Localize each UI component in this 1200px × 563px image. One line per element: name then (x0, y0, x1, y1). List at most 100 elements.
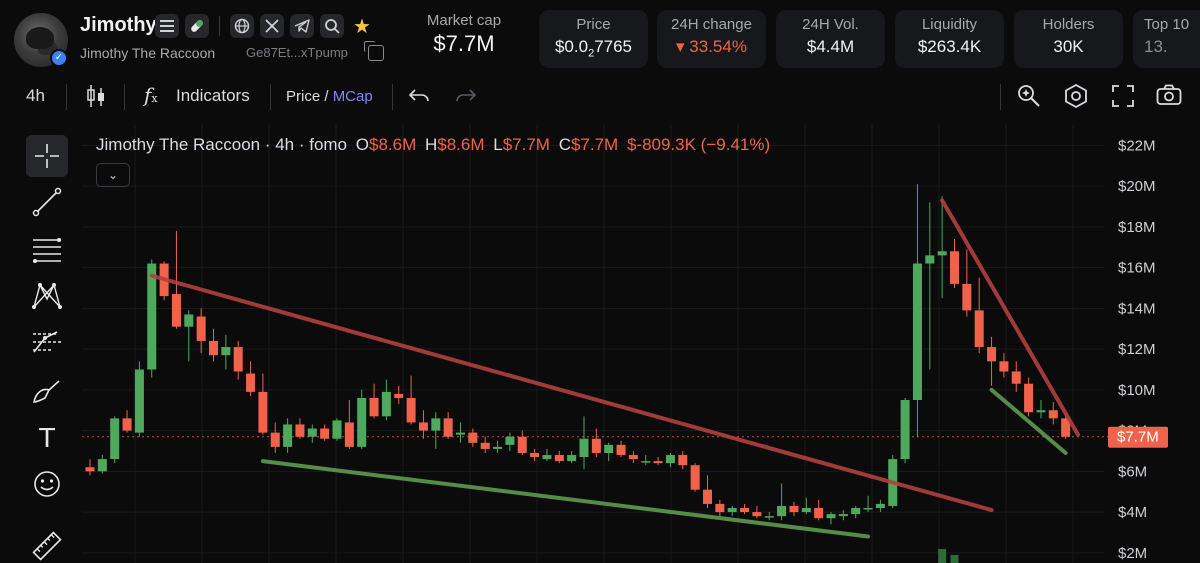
token-icon-row: ★ (155, 14, 374, 38)
candle-up (307, 428, 317, 437)
candle-down (530, 452, 540, 458)
legend-close: $7.7M (570, 135, 619, 154)
x-icon[interactable] (260, 14, 284, 38)
fx-icon[interactable]: fx (144, 83, 158, 107)
redo-icon[interactable] (455, 88, 477, 109)
candle-up (665, 455, 675, 464)
candle-up (925, 255, 935, 264)
crosshair-icon[interactable] (26, 135, 68, 177)
y-tick-label: $2M (1118, 545, 1147, 562)
candle-down (987, 347, 997, 362)
legend-high-label: H (424, 135, 438, 154)
candle-up (900, 400, 910, 460)
ruler-icon[interactable] (26, 525, 68, 563)
stat-label: Liquidity (921, 16, 978, 33)
list-icon[interactable] (155, 14, 179, 38)
candle-down (258, 391, 268, 433)
candle-down (1024, 383, 1034, 413)
candle-up (542, 455, 552, 460)
candle-down (678, 455, 688, 466)
legend-high: $8.6M (437, 135, 485, 154)
candle-up (283, 424, 293, 447)
y-tick-label: $10M (1118, 382, 1156, 399)
telegram-icon[interactable] (290, 14, 314, 38)
price-mcap-toggle[interactable]: Price / MCap (286, 88, 373, 105)
emoji-icon[interactable] (26, 463, 68, 505)
chart-legend: Jimothy The Raccoon · 4h · fomo O$8.6M H… (96, 135, 770, 155)
y-tick-label: $6M (1118, 463, 1147, 480)
undo-icon[interactable] (408, 88, 430, 109)
stat-value: $0.027765 (554, 37, 633, 60)
stat-price: Price $0.027765 (539, 10, 648, 68)
candle-style-icon[interactable] (86, 84, 106, 113)
candle-down (233, 347, 243, 372)
candle-down (246, 373, 256, 392)
candle-down (703, 489, 712, 504)
candle-down (418, 422, 428, 431)
stat-label: 24H change (671, 16, 752, 33)
candle-down (1011, 371, 1021, 384)
candle-down (628, 455, 638, 460)
candle-up (579, 438, 589, 458)
toolbar-divider (270, 84, 271, 110)
token-avatar[interactable] (14, 13, 68, 67)
fib-lines-icon[interactable] (26, 229, 68, 271)
text-icon[interactable]: T (38, 422, 56, 453)
search-icon[interactable] (320, 14, 344, 38)
candle-up (456, 432, 465, 435)
price-option[interactable]: Price / (286, 88, 329, 105)
fullscreen-icon[interactable] (1111, 84, 1135, 113)
candle-down (344, 422, 354, 447)
pattern-icon[interactable] (26, 275, 68, 317)
indicators-button[interactable]: Indicators (176, 86, 250, 105)
chevron-down-icon: ⌄ (107, 168, 119, 182)
magnifier-plus-icon[interactable] (1016, 83, 1042, 114)
candle-up (97, 459, 107, 472)
y-tick-label: $14M (1118, 300, 1156, 317)
stat-value: $4.4M (806, 37, 855, 56)
candle-up (332, 420, 342, 439)
candle-up (937, 251, 947, 256)
candle-down (85, 467, 95, 472)
candle-down (715, 503, 725, 513)
legend-change: $-809.3K (−9.41%) (626, 135, 771, 154)
candle-up (381, 391, 391, 417)
candle-down (554, 455, 564, 462)
camera-icon[interactable] (1156, 84, 1182, 111)
forecast-icon[interactable] (26, 321, 68, 363)
candle-up (801, 507, 811, 513)
legend-collapse-button[interactable]: ⌄ (96, 163, 130, 187)
candle-up (221, 347, 231, 356)
toolbar-divider (124, 84, 125, 110)
candle-up (431, 418, 441, 431)
candle-up (147, 263, 157, 370)
candle-down (616, 444, 626, 456)
interval-button[interactable]: 4h (26, 86, 45, 105)
legend-open-label: O (355, 135, 369, 154)
globe-icon[interactable] (230, 14, 254, 38)
candle-up (777, 505, 787, 517)
price-chart[interactable]: $2M$4M$6M$8M$10M$12M$14M$16M$18M$20M$22M… (82, 125, 1200, 563)
candle-down (950, 251, 959, 284)
resistance-trendline (940, 198, 1080, 437)
token-address[interactable]: Ge87Et...xTpump (246, 45, 348, 60)
candle-up (863, 507, 873, 510)
pill-icon[interactable] (185, 14, 209, 38)
star-icon[interactable]: ★ (353, 15, 371, 38)
y-tick-label: $22M (1118, 137, 1156, 154)
settings-hex-icon[interactable] (1063, 83, 1089, 114)
token-name: Jimothy (80, 14, 157, 36)
candle-up (826, 514, 836, 519)
legend-open: $8.6M (368, 135, 417, 154)
candle-up (357, 397, 367, 447)
mcap-option[interactable]: MCap (332, 88, 373, 105)
trend-line-icon[interactable] (26, 181, 68, 223)
candle-down (468, 432, 478, 443)
candle-down (443, 418, 453, 437)
candle-down (369, 397, 379, 417)
stat-24h-change: 24H change ▾ 33.54% (657, 10, 766, 68)
y-tick-label: $18M (1118, 219, 1156, 236)
copy-icon[interactable] (364, 41, 384, 61)
brush-icon[interactable] (26, 371, 68, 413)
candle-down (752, 512, 762, 517)
